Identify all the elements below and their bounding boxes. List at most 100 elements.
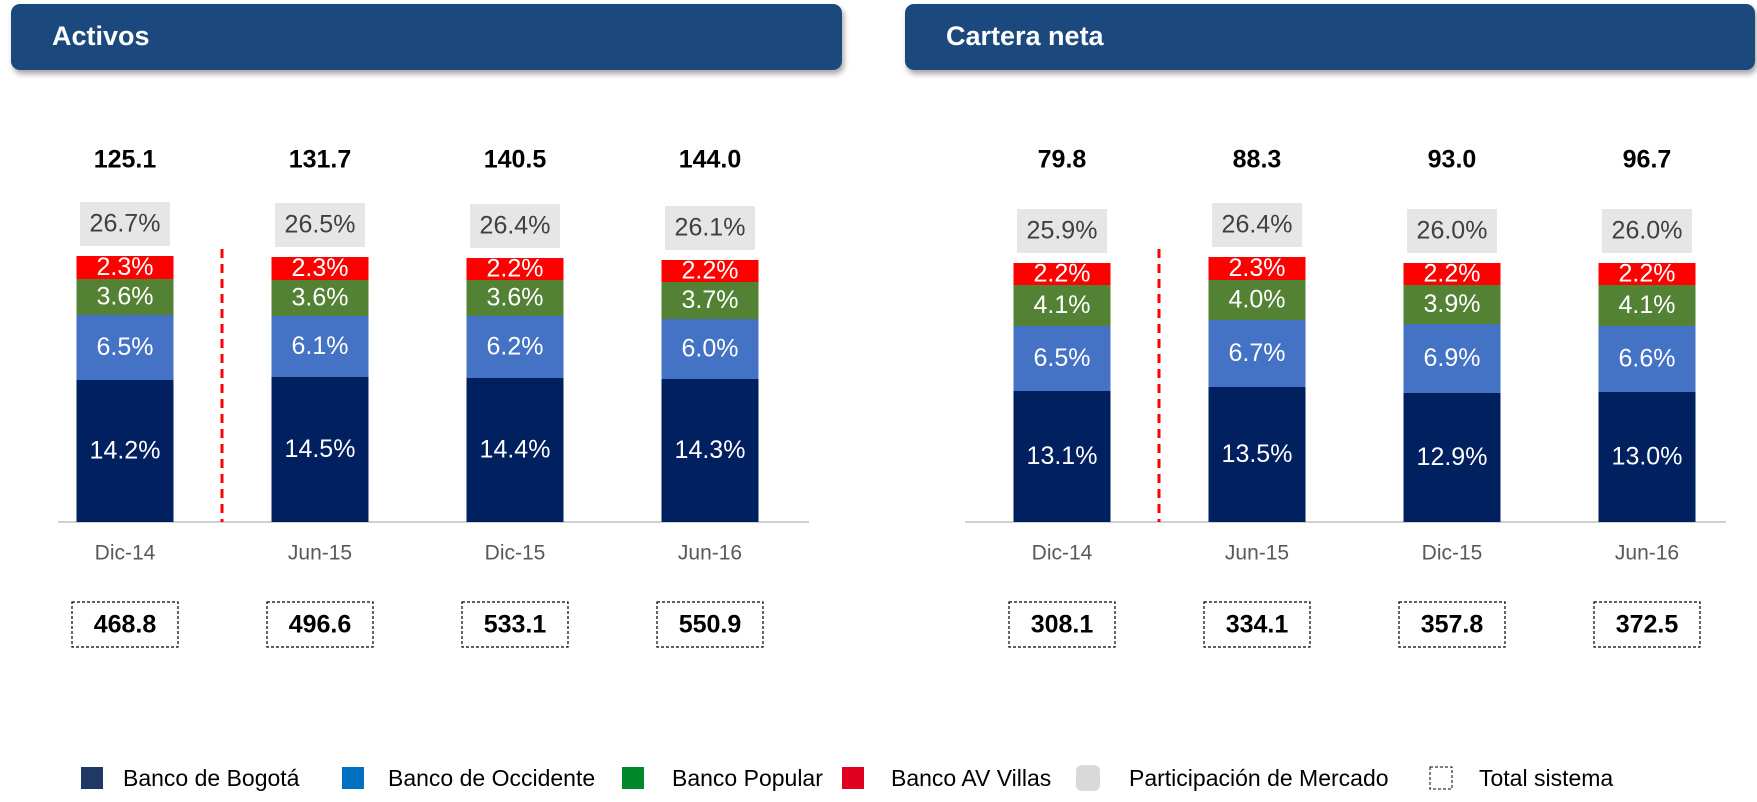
- market-share-label: 26.0%: [1417, 217, 1488, 245]
- market-share-box: [80, 202, 170, 246]
- bar-segment: [271, 280, 369, 316]
- x-tick-label: Jun-16: [678, 542, 742, 565]
- panel-header: [905, 4, 1755, 70]
- segment-label: 13.0%: [1612, 443, 1683, 471]
- bar-segment: [1013, 391, 1111, 522]
- legend-swatch: [342, 767, 364, 789]
- bar-segment: [271, 316, 369, 377]
- bar-segment: [661, 282, 759, 319]
- market-share-label: 26.7%: [90, 210, 161, 238]
- segment-label: 12.9%: [1417, 443, 1488, 471]
- bar-segment: [1598, 326, 1696, 392]
- segment-label: 6.9%: [1424, 344, 1481, 372]
- legend-label: Banco de Bogotá: [123, 765, 300, 791]
- bar-segment: [76, 315, 174, 380]
- bar-segment: [1208, 257, 1306, 280]
- bar-segment: [1013, 263, 1111, 285]
- segment-label: 2.3%: [97, 253, 154, 281]
- bar-segment: [466, 280, 564, 316]
- segment-label: 4.0%: [1229, 286, 1286, 314]
- legend-swatch: [1076, 765, 1100, 791]
- bar-segment: [1403, 263, 1501, 285]
- system-total-label: 334.1: [1226, 611, 1289, 639]
- total-label: 96.7: [1623, 146, 1672, 174]
- segment-label: 6.6%: [1619, 345, 1676, 373]
- market-share-label: 26.4%: [1222, 211, 1293, 239]
- panel-title: Cartera neta: [946, 21, 1105, 51]
- segment-label: 3.6%: [292, 284, 349, 312]
- system-total-box: [461, 601, 569, 648]
- segment-label: 3.6%: [97, 283, 154, 311]
- segment-label: 6.1%: [292, 332, 349, 360]
- segment-label: 6.5%: [1034, 344, 1091, 372]
- legend-swatch: [842, 767, 864, 789]
- segment-label: 6.0%: [682, 335, 739, 363]
- system-total-label: 372.5: [1616, 611, 1679, 639]
- x-tick-label: Dic-14: [1032, 542, 1093, 565]
- segment-label: 2.2%: [1424, 260, 1481, 288]
- segment-label: 14.5%: [285, 435, 356, 463]
- market-share-box: [470, 204, 560, 248]
- panel-title: Activos: [52, 21, 150, 51]
- bar-segment: [1013, 326, 1111, 391]
- bar-segment: [1403, 393, 1501, 522]
- bar-segment: [76, 279, 174, 315]
- system-total-box: [1008, 601, 1116, 648]
- x-tick-label: Jun-15: [1225, 542, 1289, 565]
- bar-segment: [466, 316, 564, 378]
- bar-segment: [271, 257, 369, 280]
- total-label: 88.3: [1233, 146, 1282, 174]
- bar-segment: [466, 258, 564, 280]
- x-tick-label: Dic-14: [95, 542, 156, 565]
- segment-label: 14.3%: [675, 436, 746, 464]
- bar-segment: [1208, 320, 1306, 387]
- segment-label: 14.4%: [480, 436, 551, 464]
- segment-label: 3.9%: [1424, 290, 1481, 318]
- system-total-label: 357.8: [1421, 611, 1484, 639]
- market-share-label: 25.9%: [1027, 217, 1098, 245]
- legend-label: Total sistema: [1479, 765, 1613, 791]
- system-total-box: [1203, 601, 1311, 648]
- legend-label: Participación de Mercado: [1129, 765, 1389, 791]
- total-label: 79.8: [1038, 146, 1087, 174]
- segment-label: 2.3%: [292, 254, 349, 282]
- total-label: 125.1: [94, 146, 157, 174]
- bar-segment: [271, 377, 369, 522]
- bar-segment: [76, 256, 174, 279]
- legend-label: Banco Popular: [672, 765, 823, 791]
- bar-segment: [1598, 263, 1696, 285]
- segment-label: 6.7%: [1229, 339, 1286, 367]
- x-tick-label: Jun-16: [1615, 542, 1679, 565]
- bar-segment: [1598, 285, 1696, 326]
- segment-label: 3.6%: [487, 284, 544, 312]
- bar-segment: [661, 379, 759, 522]
- bar-segment: [1403, 324, 1501, 393]
- bar-segment: [1208, 387, 1306, 522]
- segment-label: 2.2%: [682, 257, 739, 285]
- system-total-label: 468.8: [94, 611, 157, 639]
- legend-swatch: [1429, 766, 1453, 790]
- segment-label: 2.2%: [1034, 260, 1091, 288]
- segment-label: 6.2%: [487, 333, 544, 361]
- total-label: 131.7: [289, 146, 352, 174]
- segment-label: 13.5%: [1222, 440, 1293, 468]
- market-share-label: 26.0%: [1612, 217, 1683, 245]
- segment-label: 6.5%: [97, 333, 154, 361]
- market-share-box: [1407, 209, 1497, 253]
- segment-label: 3.7%: [682, 286, 739, 314]
- x-tick-label: Dic-15: [1422, 542, 1483, 565]
- market-share-label: 26.4%: [480, 212, 551, 240]
- panel-header: [11, 4, 842, 70]
- market-share-label: 26.1%: [675, 214, 746, 242]
- x-tick-label: Jun-15: [288, 542, 352, 565]
- legend-label: Banco de Occidente: [388, 765, 595, 791]
- market-share-box: [1602, 209, 1692, 253]
- bar-segment: [1208, 280, 1306, 320]
- system-total-box: [656, 601, 764, 648]
- market-share-label: 26.5%: [285, 211, 356, 239]
- x-tick-label: Dic-15: [485, 542, 546, 565]
- market-share-box: [1017, 209, 1107, 253]
- bar-segment: [76, 380, 174, 522]
